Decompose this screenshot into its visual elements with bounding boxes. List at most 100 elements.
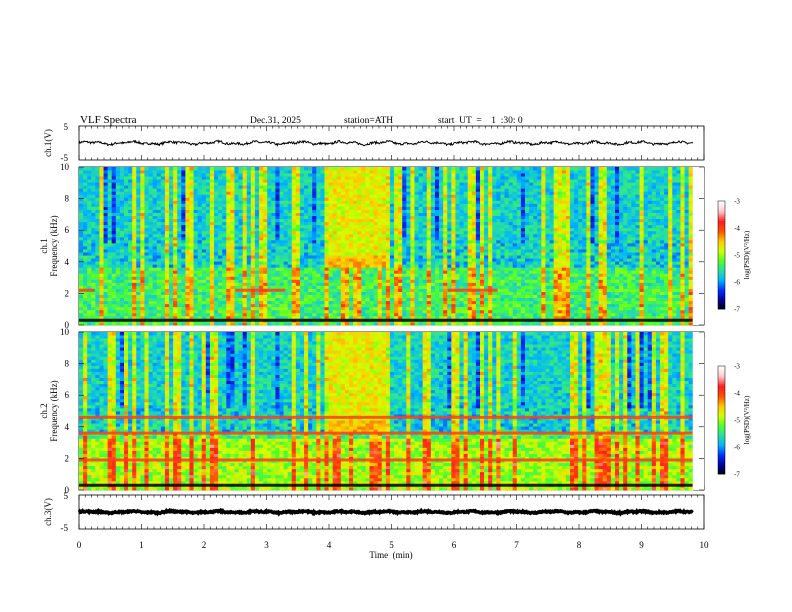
spectrogram-cell: [291, 227, 297, 232]
spectrogram-cell: [381, 246, 387, 250]
spectrogram-cell: [148, 261, 154, 265]
spectrogram-cell: [197, 221, 203, 226]
spectrogram-cell: [164, 239, 170, 244]
spectrogram-cell: [398, 221, 403, 226]
spectrogram-cell: [246, 252, 252, 256]
spectrogram-cell: [160, 197, 166, 201]
spectrogram-cell: [83, 261, 88, 265]
spectrogram-cell: [226, 288, 231, 292]
spectrogram-cell: [169, 297, 174, 302]
spectrogram-cell: [156, 255, 162, 259]
spectrogram-cell: [332, 255, 338, 259]
spectrogram-cell: [173, 206, 178, 210]
spectrogram-cell: [254, 182, 260, 186]
spectrogram-cell: [115, 221, 121, 226]
spectrogram-cell: [218, 270, 223, 274]
spectrogram-cell: [320, 270, 325, 274]
spectrogram-cell: [107, 194, 113, 198]
spectrogram-cell: [160, 185, 166, 189]
spectrogram-cell: [124, 261, 129, 265]
spectrogram-cell: [340, 176, 346, 180]
spectrogram-cell: [181, 188, 186, 192]
spectrogram-cell: [132, 212, 137, 217]
spectrogram-cell: [218, 224, 223, 229]
spectrogram-cell: [132, 182, 137, 186]
spectrogram-cell: [398, 252, 403, 256]
spectrogram-cell: [193, 188, 199, 192]
spectrogram-cell: [275, 309, 280, 314]
spectrogram-cell: [230, 230, 235, 235]
spectrogram-cell: [148, 239, 154, 244]
spectrogram-cell: [295, 242, 301, 247]
spectrogram-cell: [295, 176, 301, 180]
spectrogram-cell: [394, 309, 399, 314]
spectrogram-cell: [279, 200, 284, 204]
spectrogram-cell: [365, 273, 370, 277]
spectrogram-cell: [169, 249, 174, 253]
spectrogram-cell: [164, 309, 170, 314]
spectrogram-cell: [222, 255, 227, 259]
spectrogram-cell: [160, 215, 166, 220]
spectrogram-cell: [173, 200, 178, 204]
spectrogram-cell: [299, 230, 305, 235]
spectrogram-cell: [140, 282, 145, 286]
spectrogram-cell: [361, 200, 366, 204]
spectrogram-cell: [283, 212, 289, 217]
spectrogram-cell: [209, 294, 215, 299]
spectrogram-cell: [299, 227, 305, 232]
spectrogram-cell: [369, 176, 374, 180]
spectrogram-cell: [87, 273, 92, 277]
spectrogram-cell: [328, 230, 334, 235]
spectrogram-cell: [299, 303, 305, 308]
spectrogram-cell: [242, 191, 248, 195]
spectrogram-cell: [91, 273, 96, 277]
spectrogram-cell: [242, 273, 248, 277]
spectrogram-cell: [246, 276, 252, 280]
spectrogram-cell: [226, 176, 231, 180]
spectrogram-cell: [336, 306, 342, 311]
spectrogram-cell: [119, 258, 125, 262]
spectrogram-cell: [238, 285, 244, 289]
spectrogram-cell: [218, 282, 223, 286]
spectrogram-cell: [312, 291, 317, 296]
spectrogram-cell: [201, 321, 207, 326]
spectrogram-cell: [385, 252, 391, 256]
spectrogram-cell: [193, 206, 199, 210]
spectrogram-cell: [136, 233, 141, 238]
spectrogram-cell: [250, 291, 256, 296]
spectrogram-cell: [250, 227, 256, 232]
spectrogram-cell: [316, 264, 321, 268]
spectrogram-cell: [267, 221, 272, 226]
spectrogram-cell: [250, 282, 256, 286]
spectrogram-cell: [377, 209, 383, 213]
spectrogram-cell: [209, 270, 215, 274]
spectrogram-cell: [152, 239, 158, 244]
spectrogram-cell: [271, 261, 276, 265]
spectrogram-cell: [365, 236, 370, 241]
spectrogram-cell: [214, 297, 219, 302]
spectrogram-cell: [308, 294, 313, 299]
spectrogram-cell: [353, 294, 358, 299]
spectrogram-cell: [124, 288, 129, 292]
spectrogram-cell: [111, 200, 117, 204]
spectrogram-cell: [320, 221, 325, 226]
spectrogram-cell: [308, 230, 313, 235]
spectrogram-cell: [242, 315, 248, 320]
spectrogram-cell: [177, 294, 182, 299]
spectrogram-cell: [193, 209, 199, 213]
spectrogram-cell: [193, 315, 199, 320]
spectrogram-cell: [349, 279, 354, 283]
spectrogram-cell: [222, 312, 227, 317]
spectrogram-cell: [169, 285, 174, 289]
spectrogram-cell: [304, 249, 309, 253]
spectrogram-cell: [308, 300, 313, 305]
spectrogram-cell: [275, 206, 280, 210]
spectrogram-cell: [283, 306, 289, 311]
spectrogram-cell: [234, 273, 239, 277]
spectrogram-cell: [91, 285, 96, 289]
spectrogram-cell: [271, 282, 276, 286]
spectrogram-cell: [259, 279, 264, 283]
spectrogram-cell: [124, 309, 129, 314]
spectrogram-cell: [177, 252, 182, 256]
spectrogram-cell: [361, 258, 366, 262]
